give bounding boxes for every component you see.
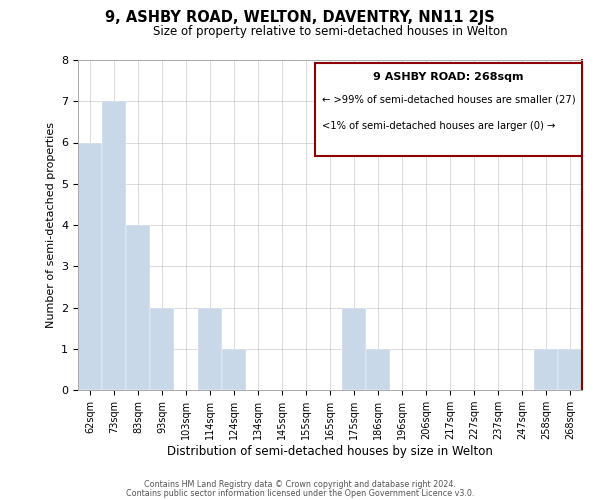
Text: ← >99% of semi-detached houses are smaller (27): ← >99% of semi-detached houses are small… bbox=[322, 94, 576, 104]
Bar bbox=[558, 349, 582, 390]
X-axis label: Distribution of semi-detached houses by size in Welton: Distribution of semi-detached houses by … bbox=[167, 445, 493, 458]
Text: 9, ASHBY ROAD, WELTON, DAVENTRY, NN11 2JS: 9, ASHBY ROAD, WELTON, DAVENTRY, NN11 2J… bbox=[105, 10, 495, 25]
Bar bbox=[222, 349, 246, 390]
Bar bbox=[198, 308, 222, 390]
Text: Contains HM Land Registry data © Crown copyright and database right 2024.: Contains HM Land Registry data © Crown c… bbox=[144, 480, 456, 489]
FancyBboxPatch shape bbox=[315, 64, 582, 156]
Bar bbox=[150, 308, 174, 390]
Bar bbox=[342, 308, 366, 390]
Bar bbox=[126, 225, 150, 390]
Y-axis label: Number of semi-detached properties: Number of semi-detached properties bbox=[46, 122, 56, 328]
Title: Size of property relative to semi-detached houses in Welton: Size of property relative to semi-detach… bbox=[152, 25, 508, 38]
Bar bbox=[534, 349, 558, 390]
Text: Contains public sector information licensed under the Open Government Licence v3: Contains public sector information licen… bbox=[126, 488, 474, 498]
Text: <1% of semi-detached houses are larger (0) →: <1% of semi-detached houses are larger (… bbox=[322, 121, 556, 131]
Bar bbox=[78, 142, 102, 390]
Bar bbox=[366, 349, 390, 390]
Text: 9 ASHBY ROAD: 268sqm: 9 ASHBY ROAD: 268sqm bbox=[373, 72, 524, 82]
Bar bbox=[102, 101, 126, 390]
